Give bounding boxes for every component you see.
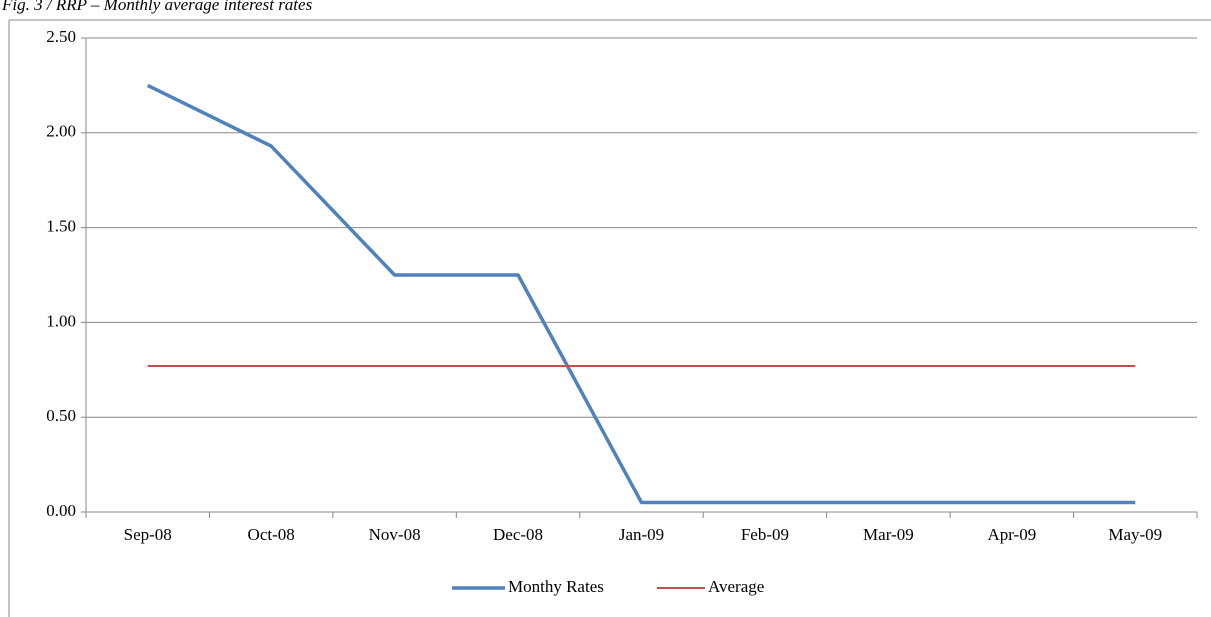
x-tick-label: May-09 bbox=[1108, 525, 1162, 544]
x-tick-label: Jan-09 bbox=[619, 525, 664, 544]
y-tick-label: 2.00 bbox=[46, 122, 76, 141]
chart-title: Fig. 3 / RRP – Monthly average interest … bbox=[1, 0, 313, 14]
x-tick-label: Oct-08 bbox=[248, 525, 295, 544]
y-tick-label: 0.50 bbox=[46, 406, 76, 425]
x-tick-label: Apr-09 bbox=[987, 525, 1036, 544]
legend-label: Monthy Rates bbox=[508, 577, 604, 596]
legend-label: Average bbox=[708, 577, 764, 596]
y-tick-label: 2.50 bbox=[46, 27, 76, 46]
y-tick-label: 0.00 bbox=[46, 501, 76, 520]
y-tick-label: 1.00 bbox=[46, 311, 76, 330]
x-tick-label: Feb-09 bbox=[741, 525, 789, 544]
y-tick-label: 1.50 bbox=[46, 217, 76, 236]
series-line bbox=[146, 83, 1136, 505]
x-tick-label: Mar-09 bbox=[863, 525, 914, 544]
x-tick-label: Nov-08 bbox=[369, 525, 421, 544]
x-tick-label: Sep-08 bbox=[124, 525, 172, 544]
x-tick-label: Dec-08 bbox=[493, 525, 543, 544]
